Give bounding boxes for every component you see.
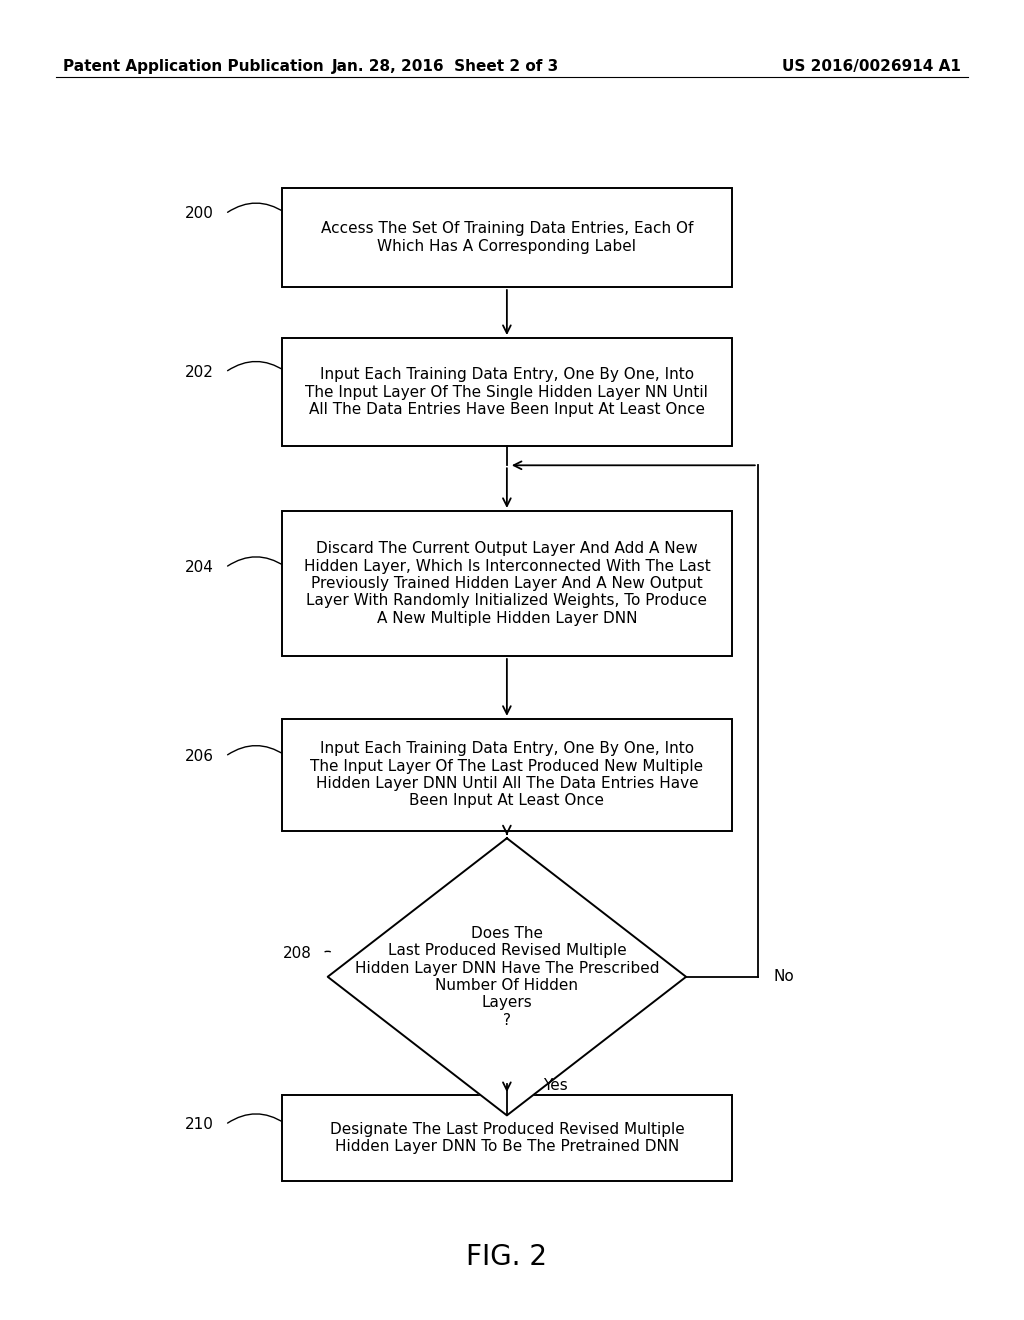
Text: Discard The Current Output Layer And Add A New
Hidden Layer, Which Is Interconne: Discard The Current Output Layer And Add… xyxy=(303,541,711,626)
Polygon shape xyxy=(328,838,686,1115)
Text: 204: 204 xyxy=(185,560,214,576)
Bar xyxy=(282,1096,732,1180)
Text: Yes: Yes xyxy=(543,1077,567,1093)
Text: Jan. 28, 2016  Sheet 2 of 3: Jan. 28, 2016 Sheet 2 of 3 xyxy=(332,59,559,74)
Text: 202: 202 xyxy=(185,364,214,380)
Text: Does The
Last Produced Revised Multiple
Hidden Layer DNN Have The Prescribed
Num: Does The Last Produced Revised Multiple … xyxy=(354,925,659,1028)
Text: 200: 200 xyxy=(185,206,214,222)
Text: Access The Set Of Training Data Entries, Each Of
Which Has A Corresponding Label: Access The Set Of Training Data Entries,… xyxy=(321,222,693,253)
Bar xyxy=(282,338,732,446)
Text: US 2016/0026914 A1: US 2016/0026914 A1 xyxy=(781,59,961,74)
Bar xyxy=(282,189,732,288)
Bar xyxy=(282,718,732,832)
Text: 210: 210 xyxy=(185,1117,214,1133)
Text: Designate The Last Produced Revised Multiple
Hidden Layer DNN To Be The Pretrain: Designate The Last Produced Revised Mult… xyxy=(330,1122,684,1154)
Text: Input Each Training Data Entry, One By One, Into
The Input Layer Of The Last Pro: Input Each Training Data Entry, One By O… xyxy=(310,742,703,808)
Text: Input Each Training Data Entry, One By One, Into
The Input Layer Of The Single H: Input Each Training Data Entry, One By O… xyxy=(305,367,709,417)
Text: FIG. 2: FIG. 2 xyxy=(466,1242,548,1271)
Bar xyxy=(282,511,732,656)
Text: 208: 208 xyxy=(283,945,311,961)
Text: Patent Application Publication: Patent Application Publication xyxy=(63,59,325,74)
Text: 206: 206 xyxy=(185,748,214,764)
Text: No: No xyxy=(773,969,794,985)
